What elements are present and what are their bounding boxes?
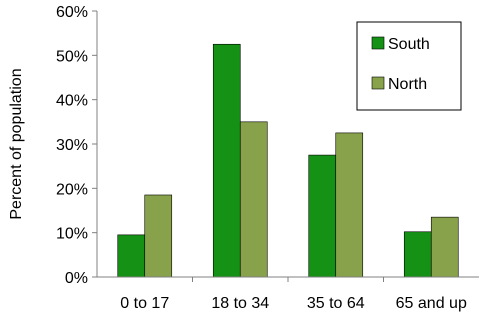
y-tick-label: 30%: [56, 137, 88, 154]
legend-label-north: North: [388, 76, 427, 93]
y-tick-label: 20%: [56, 181, 88, 198]
legend-label-south: South: [388, 36, 430, 53]
legend-swatch-south: [371, 36, 385, 50]
bar-north-0: [144, 194, 173, 278]
y-tick-label: 10%: [56, 226, 88, 243]
bar-south-3: [403, 231, 432, 278]
y-tick-label: 60%: [56, 4, 88, 21]
y-tick-label: 40%: [56, 93, 88, 110]
bar-north-1: [239, 121, 268, 278]
bar-south-0: [117, 234, 146, 278]
bar-south-1: [212, 43, 241, 278]
legend-box: [356, 21, 462, 111]
axes: 0% 10% 20% 30% 40% 50% 60% 0 to 17 18 to 34 35 to…: [56, 4, 479, 312]
y-tick-label: 50%: [56, 48, 88, 65]
y-tick-label: 0%: [65, 270, 88, 287]
legend: South North: [356, 21, 462, 111]
legend-swatch-north: [371, 76, 385, 90]
bar-south-2: [308, 154, 337, 278]
y-axis-title: Percent of population: [8, 68, 25, 219]
plot-area: [117, 43, 459, 278]
x-category-label: 0 to 17: [120, 295, 169, 312]
x-category-label: 35 to 64: [307, 295, 365, 312]
x-category-label: 18 to 34: [211, 295, 269, 312]
bar-north-3: [430, 216, 459, 278]
bar-north-2: [335, 132, 364, 278]
x-category-label: 65 and up: [396, 295, 467, 312]
